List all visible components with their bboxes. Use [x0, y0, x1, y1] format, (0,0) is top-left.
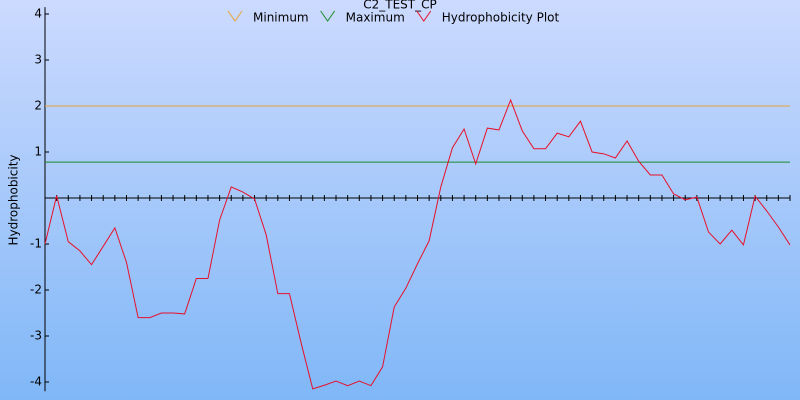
- y-tick-label: -2: [30, 283, 42, 297]
- data-line: [44, 98, 791, 390]
- legend-icon: [416, 10, 432, 22]
- y-tick-label: 3: [34, 53, 42, 67]
- y-tick-label: -1: [30, 237, 42, 251]
- legend-icon: [227, 10, 243, 22]
- y-tick-label: -3: [30, 329, 42, 343]
- y-tick-label: 4: [34, 7, 42, 21]
- y-axis-label: Hydrophobicity: [7, 154, 21, 245]
- y-tick-label: 2: [34, 99, 42, 113]
- legend-label: Hydrophobicity Plot: [442, 11, 560, 25]
- y-tick-label: 1: [34, 145, 42, 159]
- chart-title: C2_TEST_CP: [363, 0, 437, 12]
- y-tick-label: -4: [30, 375, 42, 389]
- legend-label: Maximum: [346, 11, 405, 25]
- legend-label: Minimum: [253, 11, 309, 25]
- legend-icon: [320, 10, 336, 22]
